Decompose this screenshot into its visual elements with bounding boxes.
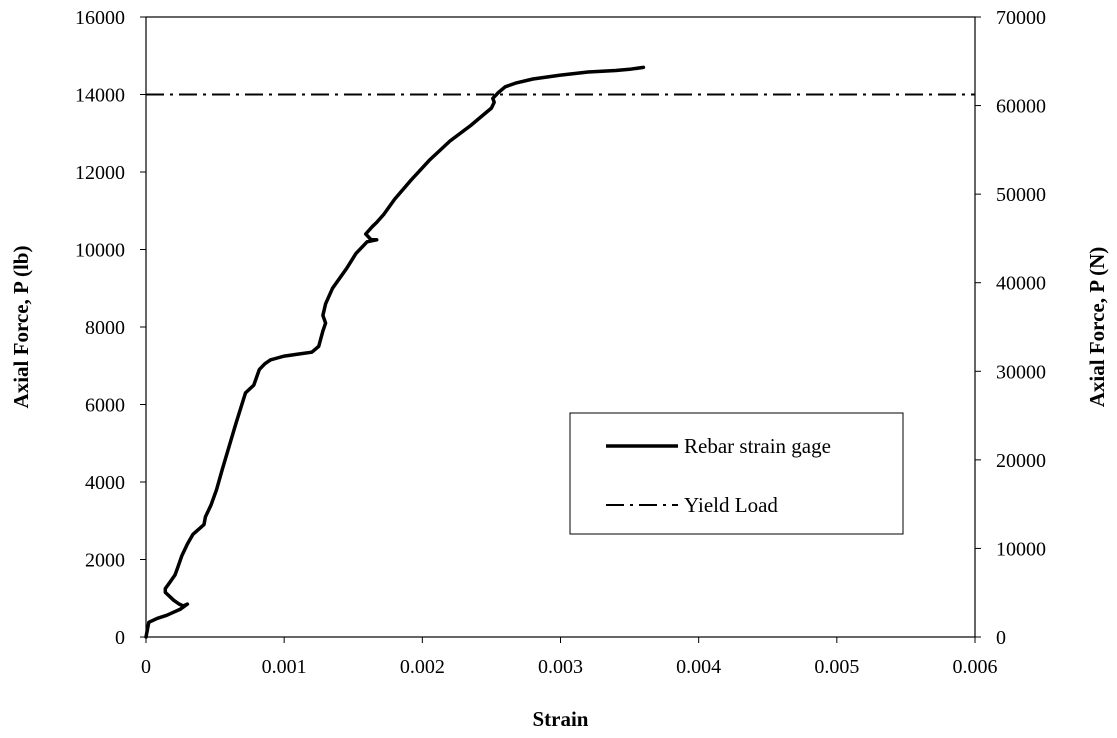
- x-tick-label: 0.002: [400, 656, 445, 678]
- y-tick-label: 16000: [75, 7, 125, 29]
- y2-tick-label: 20000: [996, 450, 1046, 472]
- y-tick-label: 4000: [85, 472, 125, 494]
- y2-tick-label: 50000: [996, 184, 1046, 206]
- y-tick-label: 14000: [75, 85, 125, 107]
- series-layer: [144, 65, 975, 639]
- y2-tick-label: 0: [996, 627, 1006, 649]
- x-tick-label: 0.004: [676, 656, 721, 678]
- y2-tick-label: 30000: [996, 361, 1046, 383]
- y2-axis-title: Axial Force, P (N): [1085, 247, 1109, 408]
- y-tick-label: 8000: [85, 317, 125, 339]
- x-tick-label: 0: [141, 656, 151, 678]
- series-line-rebar-strain-gage: [144, 65, 646, 639]
- y-tick-label: 6000: [85, 395, 125, 417]
- x-tick-label: 0.003: [538, 656, 583, 678]
- legend-label-yield: Yield Load: [684, 493, 778, 517]
- y2-tick-label: 70000: [996, 7, 1046, 29]
- y-axis-left: 0 2000 4000 6000 8000 10000 12000 14000 16000: [75, 7, 146, 649]
- x-tick-label: 0.005: [814, 656, 859, 678]
- legend: Rebar strain gage Yield Load: [569, 412, 904, 535]
- y-axis-title: Axial Force, P (lb): [9, 246, 33, 409]
- x-axis: 0 0.001 0.002 0.003 0.004 0.005 0.006: [141, 637, 998, 678]
- y-tick-label: 10000: [75, 240, 125, 262]
- y-tick-label: 2000: [85, 550, 125, 572]
- y-axis-right: 0 10000 20000 30000 40000 50000 60000 70000: [975, 7, 1046, 649]
- x-tick-label: 0.006: [953, 656, 998, 678]
- x-axis-title: Strain: [532, 707, 588, 731]
- legend-box: [569, 412, 904, 535]
- y2-tick-label: 10000: [996, 538, 1046, 560]
- x-tick-label: 0.001: [262, 656, 307, 678]
- y2-tick-label: 40000: [996, 273, 1046, 295]
- y-tick-label: 12000: [75, 162, 125, 184]
- y-tick-label: 0: [115, 627, 125, 649]
- legend-label-rebar: Rebar strain gage: [684, 434, 831, 458]
- y2-tick-label: 60000: [996, 96, 1046, 118]
